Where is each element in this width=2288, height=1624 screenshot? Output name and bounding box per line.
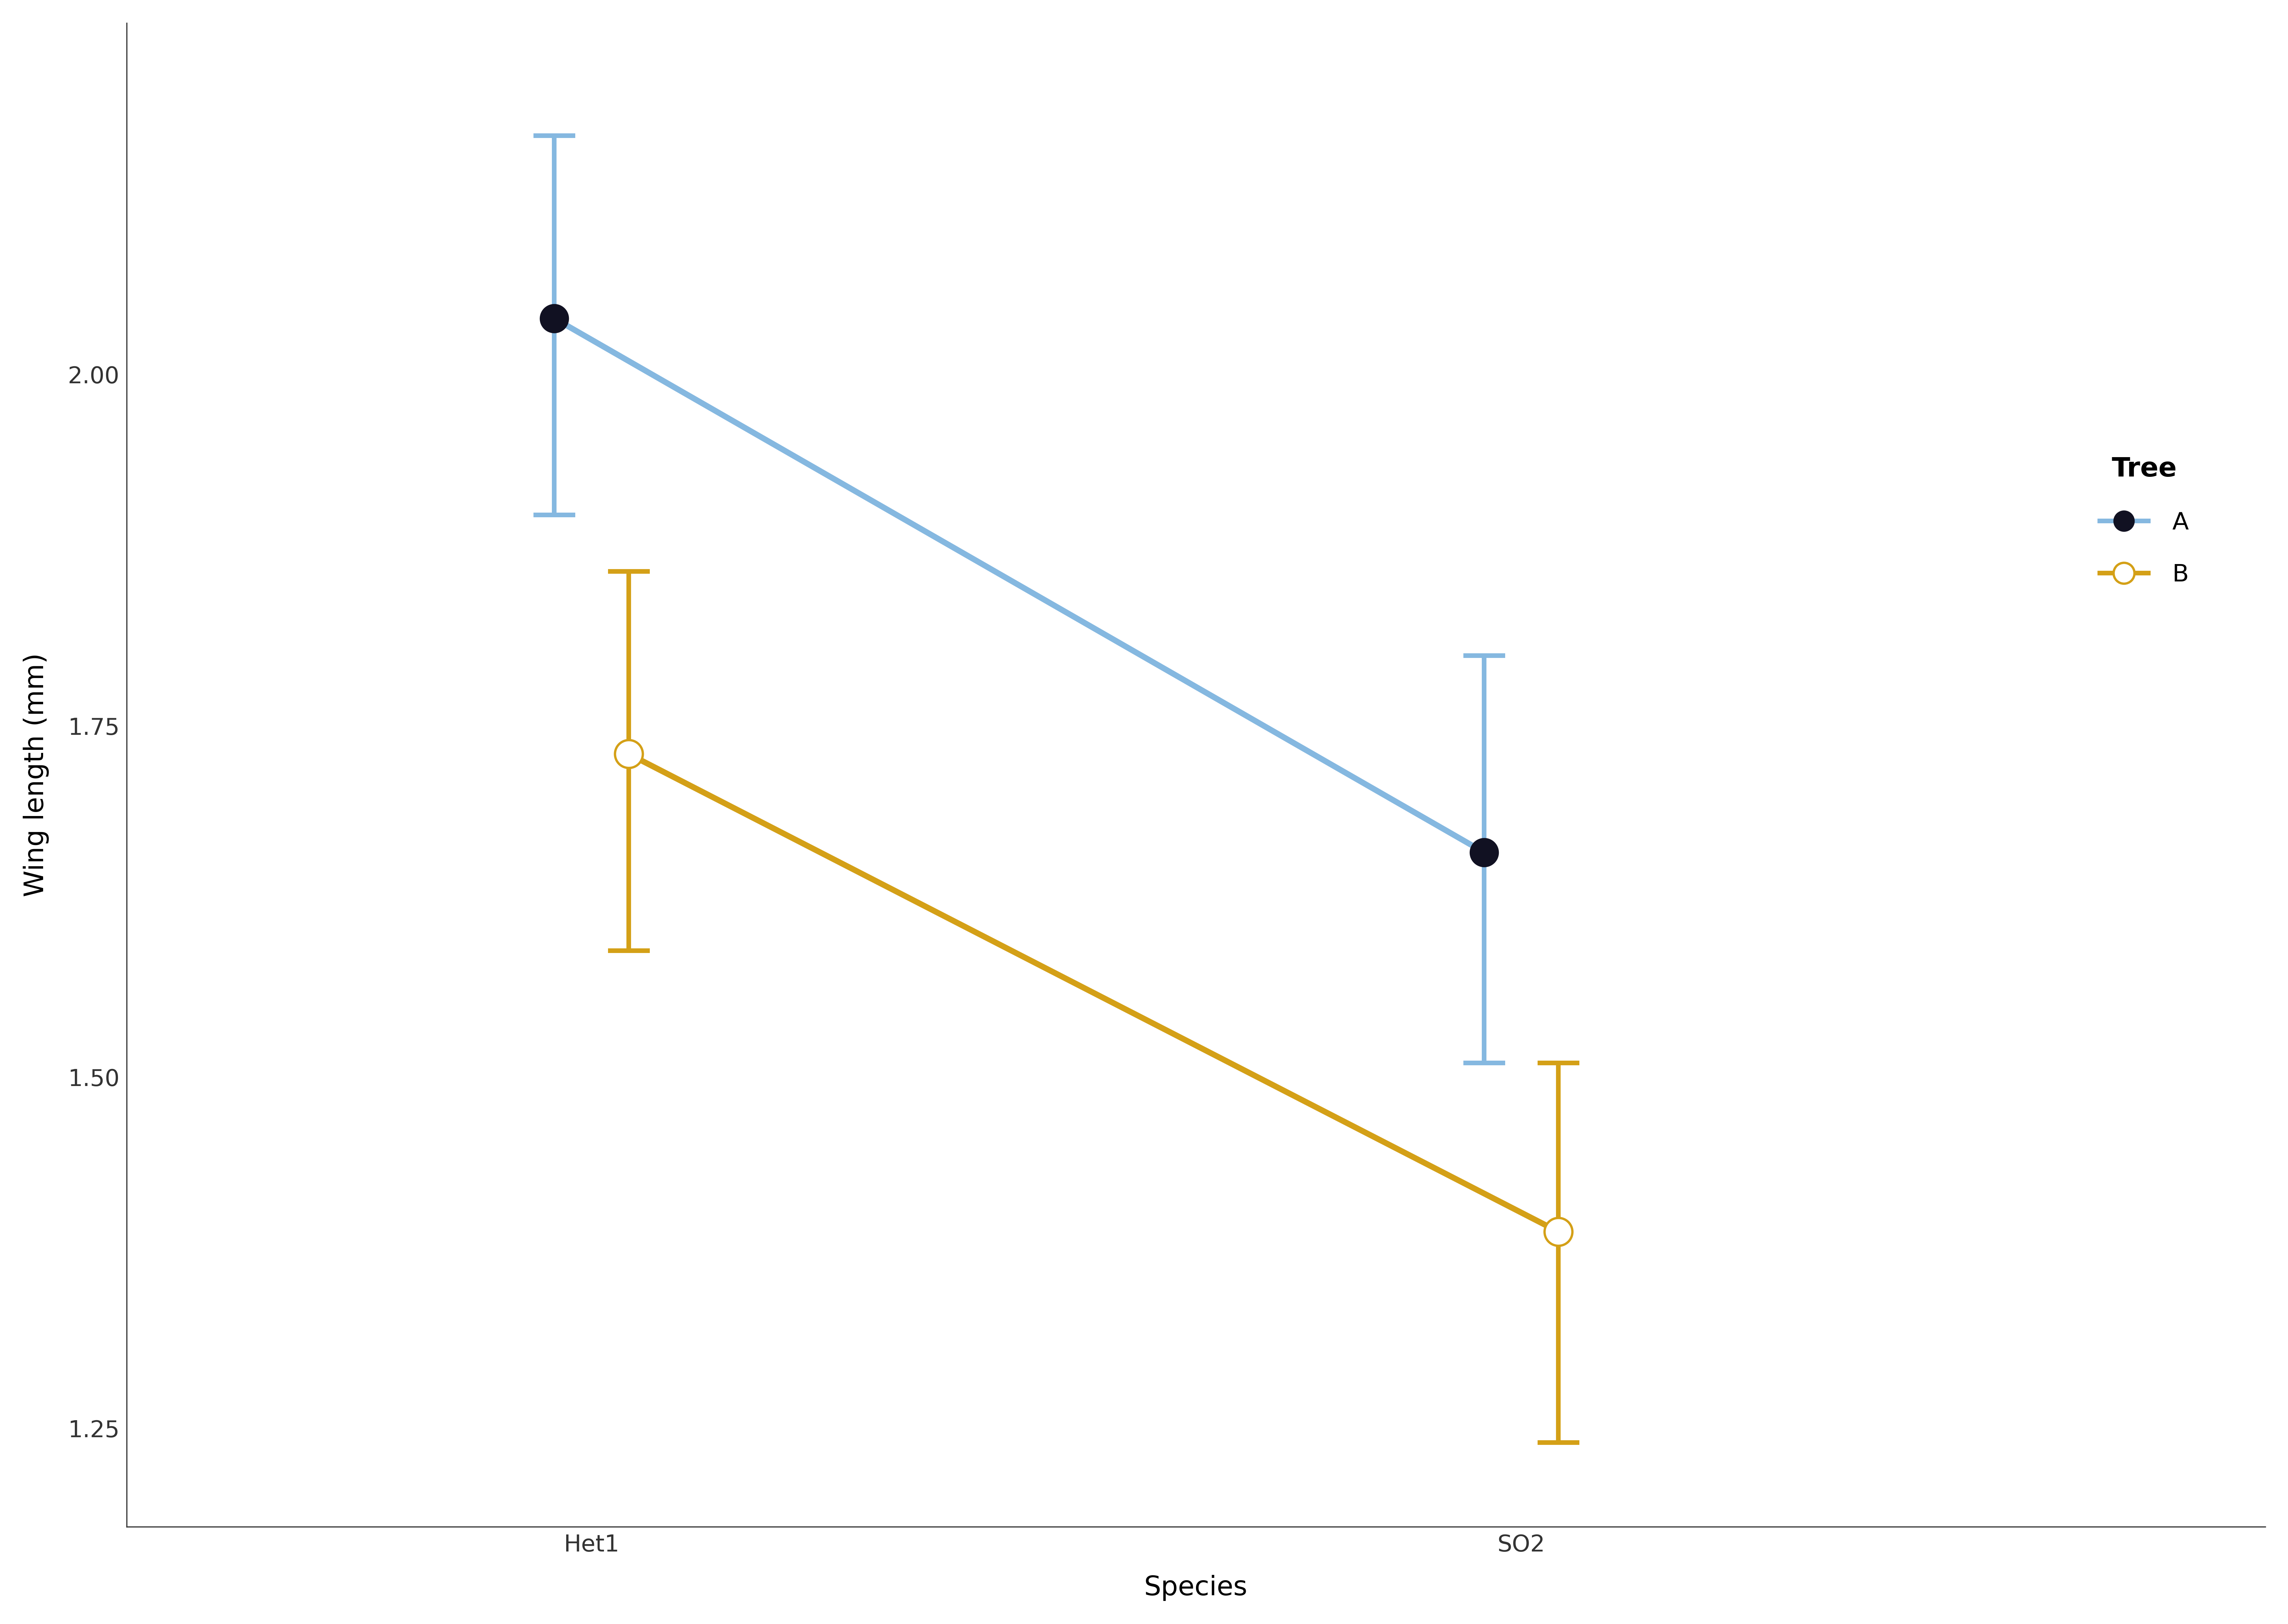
X-axis label: Species: Species [1144,1575,1247,1601]
Y-axis label: Wing length (mm): Wing length (mm) [23,653,50,896]
Legend: A, B: A, B [2100,456,2190,586]
